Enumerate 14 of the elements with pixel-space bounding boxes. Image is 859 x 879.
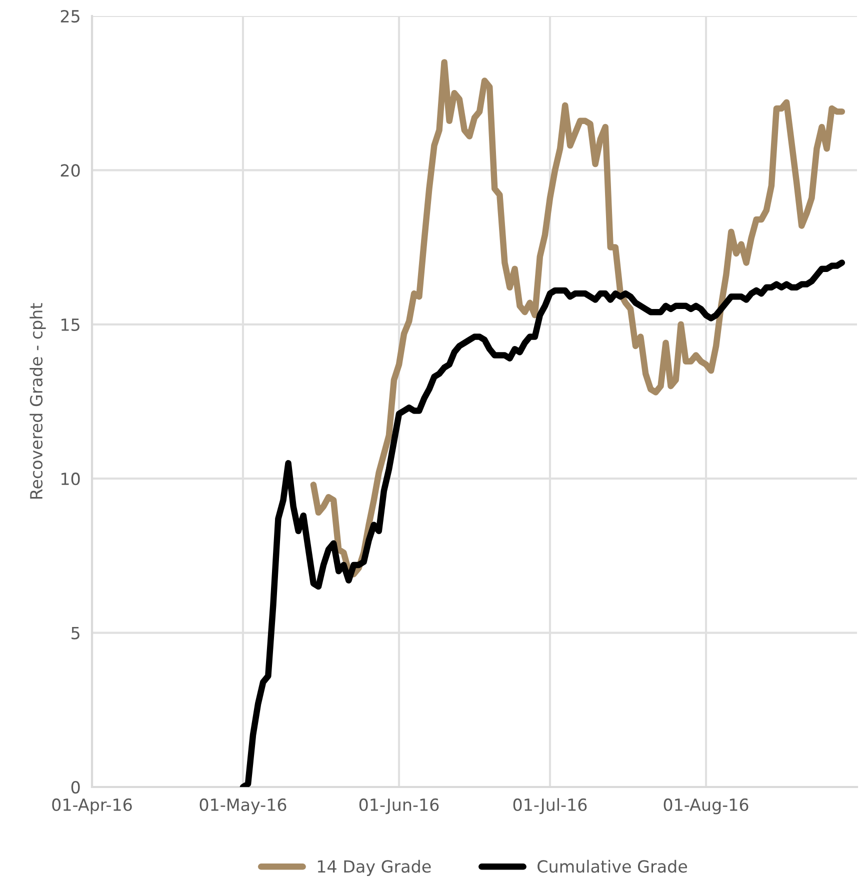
x-tick-label: 01-Jul-16 xyxy=(513,798,587,814)
y-tick-label: 15 xyxy=(62,318,80,331)
x-tick-label: 01-Jun-16 xyxy=(359,798,439,814)
y-tick-label: 20 xyxy=(60,164,80,177)
x-tick-label: 01-Aug-16 xyxy=(664,798,748,814)
legend-label: 14 Day Grade xyxy=(318,860,431,876)
y-axis-title: Recovered Grade - cpht xyxy=(30,303,46,499)
x-tick-label: 01-May-16 xyxy=(200,798,286,814)
y-tick-label: 25 xyxy=(60,10,80,23)
y-tick-label: 0 xyxy=(71,780,80,794)
y-tick-label: 10 xyxy=(62,472,80,486)
legend-label: Cumulative Grade xyxy=(538,860,687,873)
y-tick-label: 5 xyxy=(72,626,80,640)
x-tick-label: 01-Apr-16 xyxy=(52,798,132,814)
